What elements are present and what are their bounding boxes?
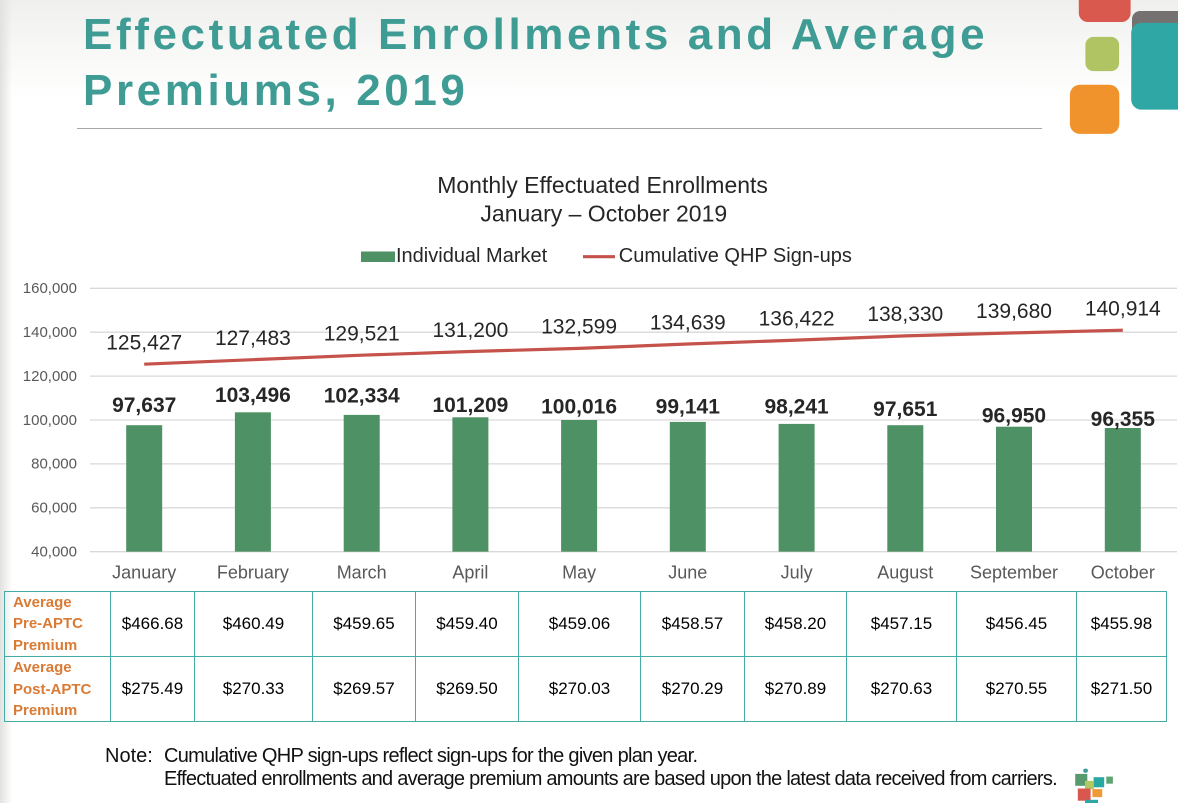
svg-text:Cumulative QHP Sign-ups: Cumulative QHP Sign-ups (619, 245, 852, 267)
svg-text:125,427: 125,427 (106, 332, 182, 355)
svg-text:Individual Market: Individual Market (396, 245, 548, 267)
svg-text:101,209: 101,209 (432, 394, 508, 417)
svg-text:103,496: 103,496 (215, 384, 291, 407)
svg-text:March: March (337, 562, 387, 582)
svg-text:February: February (217, 562, 289, 582)
svg-text:96,355: 96,355 (1091, 408, 1156, 431)
svg-text:96,950: 96,950 (982, 404, 1046, 427)
svg-text:September: September (970, 562, 1058, 582)
svg-text:136,422: 136,422 (759, 307, 835, 330)
svg-text:99,141: 99,141 (656, 396, 721, 419)
svg-text:140,000: 140,000 (23, 324, 77, 341)
svg-text:May: May (562, 562, 596, 582)
svg-text:160,000: 160,000 (23, 280, 77, 297)
svg-text:139,680: 139,680 (976, 300, 1052, 323)
svg-text:97,651: 97,651 (873, 398, 938, 421)
svg-text:60,000: 60,000 (31, 500, 77, 517)
svg-text:April: April (452, 562, 488, 582)
svg-text:100,000: 100,000 (23, 412, 77, 429)
svg-text:138,330: 138,330 (867, 303, 943, 326)
svg-text:127,483: 127,483 (215, 327, 291, 350)
svg-text:40,000: 40,000 (31, 544, 77, 561)
svg-text:97,637: 97,637 (112, 394, 176, 417)
svg-text:July: July (781, 562, 813, 582)
svg-text:80,000: 80,000 (31, 456, 77, 473)
svg-text:140,914: 140,914 (1085, 298, 1161, 321)
svg-text:129,521: 129,521 (324, 323, 400, 346)
svg-text:October: October (1091, 562, 1155, 582)
svg-text:Monthly Effectuated Enrollment: Monthly Effectuated Enrollments (437, 172, 768, 198)
svg-text:134,639: 134,639 (650, 311, 726, 334)
svg-text:98,241: 98,241 (764, 396, 829, 419)
svg-text:June: June (668, 562, 707, 582)
svg-text:100,016: 100,016 (541, 396, 617, 419)
svg-text:January: January (112, 562, 176, 582)
svg-text:120,000: 120,000 (23, 368, 77, 385)
svg-text:131,200: 131,200 (432, 319, 508, 342)
svg-text:132,599: 132,599 (541, 316, 617, 339)
svg-text:102,334: 102,334 (324, 385, 400, 408)
svg-text:January – October 2019: January – October 2019 (480, 201, 727, 227)
svg-text:August: August (877, 562, 933, 582)
